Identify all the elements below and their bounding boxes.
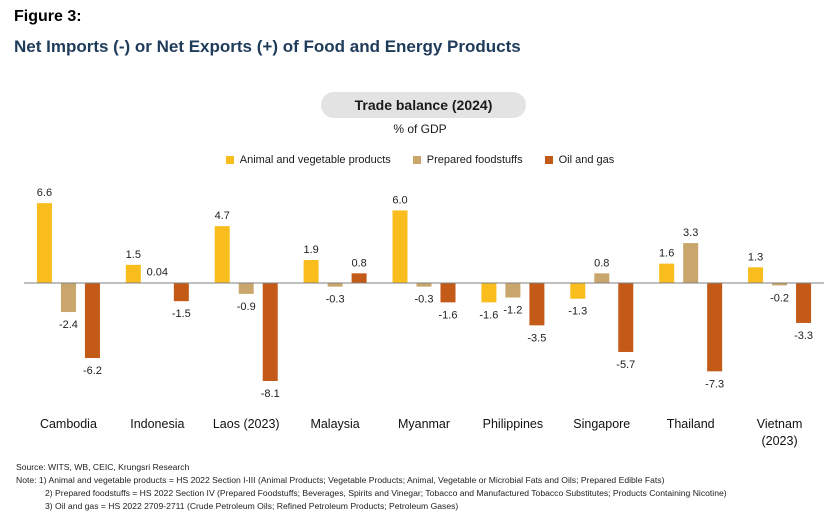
source-line: Source: WITS, WB, CEIC, Krungsri Researc… [16, 462, 190, 472]
bar-animal [659, 263, 675, 283]
data-label-animal: 6.0 [392, 194, 407, 206]
category-label: Singapore [573, 417, 630, 431]
bar-prepared [505, 283, 521, 298]
bar-oil [84, 283, 100, 359]
note-2: 2) Prepared foodstuffs = HS 2022 Section… [45, 488, 727, 498]
data-label-prepared: 3.3 [683, 227, 698, 239]
bar-prepared [683, 243, 699, 283]
bar-animal [303, 260, 319, 283]
data-label-oil: -3.3 [794, 330, 813, 342]
bar-oil [351, 273, 367, 283]
legend: Animal and vegetable products Prepared f… [0, 154, 840, 166]
bar-animal [570, 283, 586, 299]
data-label-oil: -1.5 [172, 308, 191, 320]
bar-animal [125, 264, 141, 283]
bar-oil [529, 283, 545, 326]
bar-oil [173, 283, 189, 302]
data-label-prepared: -0.3 [415, 294, 434, 306]
legend-label-prepared: Prepared foodstuffs [426, 154, 523, 166]
data-label-oil: -8.1 [261, 388, 280, 400]
figure-title: Net Imports (-) or Net Exports (+) of Fo… [14, 37, 521, 56]
bar-oil [707, 283, 723, 372]
data-label-oil: -6.2 [83, 365, 102, 377]
data-label-animal: -1.3 [568, 306, 587, 318]
category-label: Cambodia [40, 417, 97, 431]
category-label: Thailand [667, 417, 715, 431]
category-label: (2023) [761, 434, 797, 448]
data-label-animal: 4.7 [215, 210, 230, 222]
category-label: Philippines [483, 417, 543, 431]
bar-prepared [416, 283, 432, 287]
data-label-prepared: -0.3 [326, 294, 345, 306]
chart-title: Trade balance (2024) [321, 92, 526, 118]
data-label-animal: 1.3 [748, 251, 763, 263]
notes: Source: WITS, WB, CEIC, Krungsri Researc… [16, 461, 727, 513]
data-label-prepared: -1.2 [503, 305, 522, 317]
data-label-animal: 1.5 [126, 249, 141, 261]
bar-animal [214, 226, 230, 283]
data-label-animal: 1.6 [659, 248, 674, 260]
legend-swatch-oil [544, 156, 553, 164]
bar-oil [262, 283, 278, 382]
category-label: Indonesia [130, 417, 184, 431]
figure-label: Figure 3: [14, 8, 82, 25]
legend-item-prepared: Prepared foodstuffs [412, 154, 523, 166]
note-3: 3) Oil and gas = HS 2022 2709-2711 (Crud… [45, 501, 459, 511]
bar-prepared [238, 283, 254, 294]
bar-animal [748, 267, 764, 283]
note-1: Note: 1) Animal and vegetable products =… [16, 475, 665, 485]
legend-label-animal: Animal and vegetable products [239, 154, 391, 166]
legend-label-oil: Oil and gas [558, 154, 615, 166]
bar-prepared [772, 283, 788, 286]
bar-animal [36, 203, 52, 283]
category-label: Malaysia [310, 417, 359, 431]
category-label: Vietnam [757, 417, 803, 431]
bar-prepared [327, 283, 343, 287]
data-label-oil: -7.3 [705, 378, 724, 390]
y-axis-unit: % of GDP [393, 122, 447, 136]
data-label-prepared: -2.4 [59, 319, 78, 331]
data-label-prepared: 0.8 [594, 257, 609, 269]
category-label: Laos (2023) [213, 417, 280, 431]
bar-oil [440, 283, 456, 303]
bar-animal [392, 210, 408, 283]
data-label-oil: -3.5 [527, 332, 546, 344]
data-label-animal: 1.9 [303, 244, 318, 256]
bar-oil [796, 283, 812, 323]
data-label-animal: 6.6 [37, 187, 52, 199]
data-label-oil: -5.7 [616, 359, 635, 371]
bar-prepared [594, 273, 610, 283]
legend-item-animal: Animal and vegetable products [225, 154, 391, 166]
bar-oil [618, 283, 634, 352]
data-label-animal: -1.6 [479, 309, 498, 321]
data-label-oil: -1.6 [439, 309, 458, 321]
category-label: Myanmar [398, 417, 450, 431]
legend-swatch-prepared [412, 156, 421, 164]
bar-animal [481, 283, 497, 303]
data-label-prepared: -0.2 [770, 292, 789, 304]
data-label-oil: 0.8 [351, 257, 366, 269]
bar-prepared [60, 283, 76, 313]
legend-swatch-animal [225, 156, 234, 164]
data-label-prepared: -0.9 [237, 301, 256, 313]
legend-item-oil: Oil and gas [544, 154, 615, 166]
data-label-prepared: 0.04 [147, 267, 168, 279]
